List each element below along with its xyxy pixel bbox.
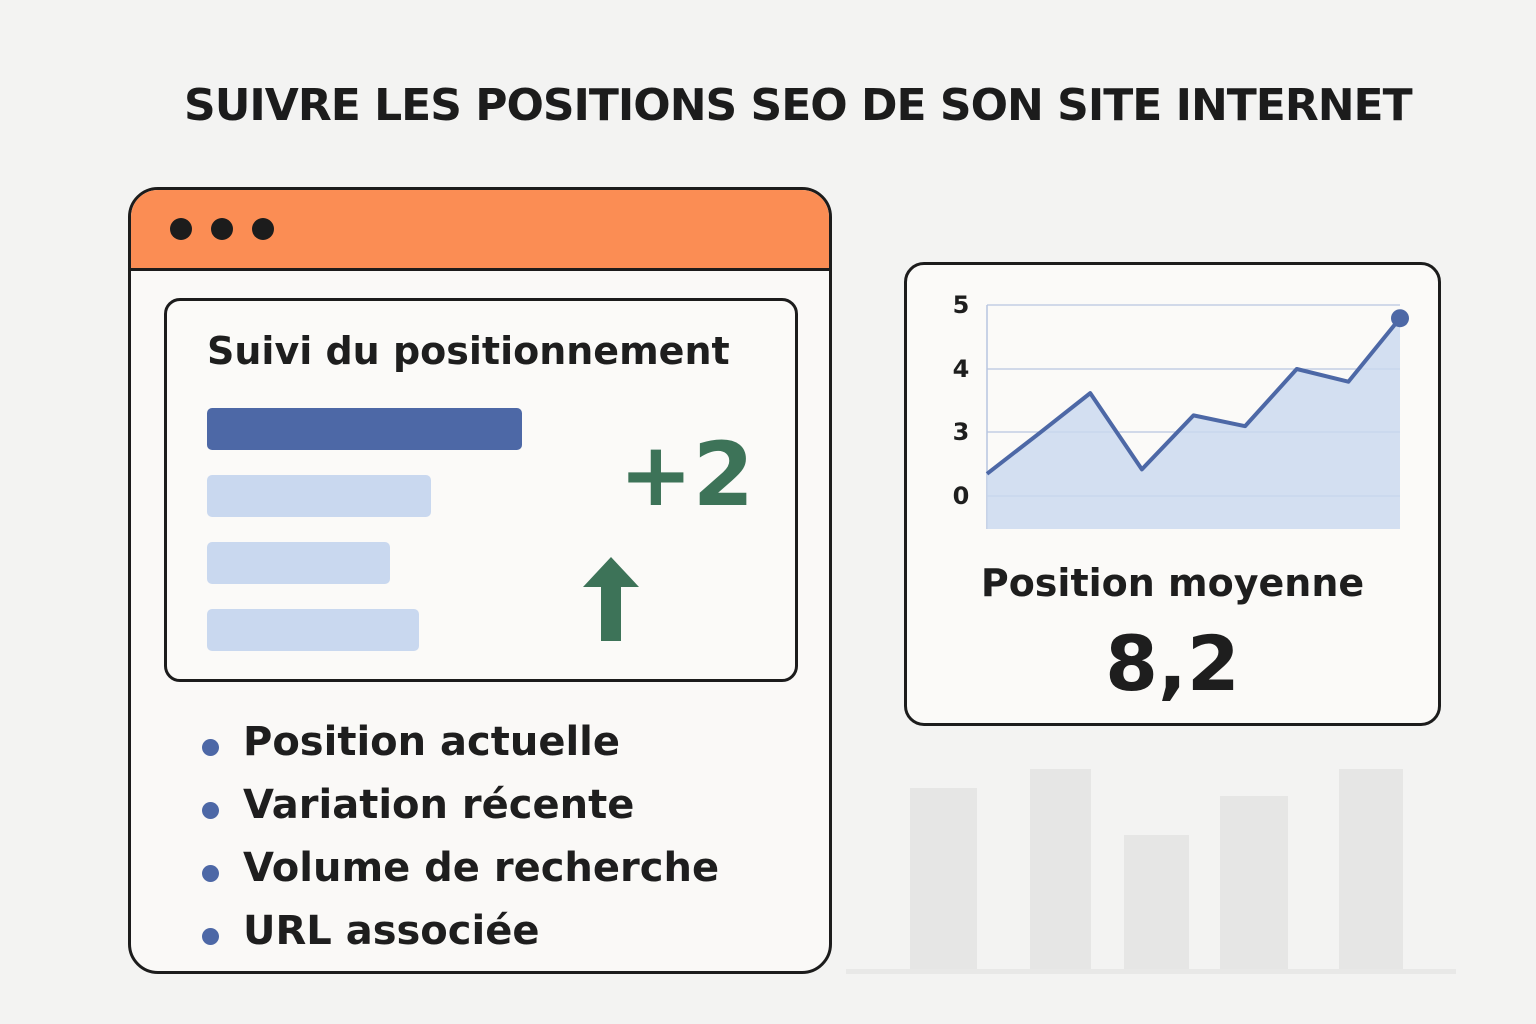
bullet-icon — [202, 802, 219, 819]
background-bar — [1339, 769, 1403, 972]
y-tick-label: 3 — [953, 418, 970, 446]
background-bar — [1030, 769, 1091, 972]
series-line — [985, 316, 1402, 476]
metric-label: Position moyenne — [980, 561, 1365, 605]
browser-window: Suivi du positionnement +2 Position actu… — [128, 187, 832, 974]
background-bar — [1220, 796, 1288, 972]
ranking-bar — [207, 542, 390, 584]
panel-title: Suivi du positionnement — [207, 329, 730, 373]
average-position-card: 5 4 3 0 Position moyenne 8,2 — [904, 262, 1441, 726]
window-dot — [211, 218, 233, 240]
ranking-bar — [207, 408, 522, 450]
bullet-icon — [202, 928, 219, 945]
ranking-bar — [207, 609, 419, 651]
window-dot — [170, 218, 192, 240]
y-tick-label: 0 — [953, 482, 970, 510]
y-tick-label: 5 — [953, 291, 970, 319]
window-dot — [252, 218, 274, 240]
metric-value: 8,2 — [1105, 619, 1240, 708]
legend-label: Volume de recherche — [243, 845, 720, 891]
position-chart: 5 4 3 0 — [953, 291, 1409, 529]
arrow-up-icon — [583, 557, 639, 641]
window-titlebar — [131, 190, 829, 271]
ranking-panel: Suivi du positionnement +2 — [164, 298, 798, 682]
data-point — [1391, 309, 1409, 328]
baseline — [846, 969, 1456, 974]
background-bar — [1124, 835, 1189, 972]
y-tick-label: 4 — [953, 355, 970, 383]
legend-label: Variation récente — [243, 782, 635, 828]
background-bars — [846, 769, 1456, 974]
page-title: SUIVRE LES POSITIONS SEO DE SON SITE INT… — [184, 80, 1413, 131]
ranking-bar — [207, 475, 431, 517]
legend-label: Position actuelle — [243, 719, 621, 765]
background-bar — [910, 788, 977, 972]
position-change: +2 — [619, 423, 754, 526]
bullet-icon — [202, 739, 219, 756]
legend-label: URL associée — [243, 908, 540, 954]
bullet-icon — [202, 865, 219, 882]
